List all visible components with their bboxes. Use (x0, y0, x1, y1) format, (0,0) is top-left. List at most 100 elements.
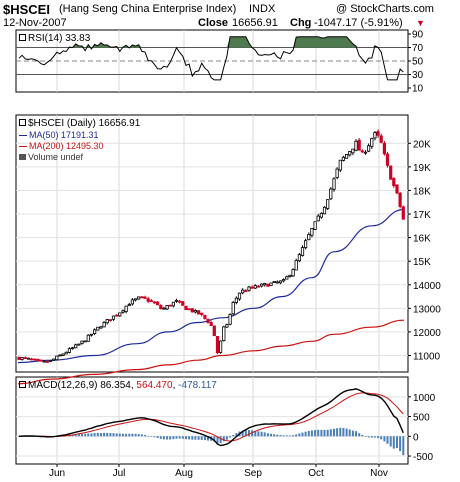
macd-histogram-bar (178, 436, 181, 439)
close-label: Close (198, 17, 228, 29)
candle-body (190, 308, 194, 313)
candle-body (278, 280, 283, 284)
candle-body (159, 304, 163, 309)
macd-histogram-bar (84, 433, 87, 437)
candle-body (310, 227, 314, 236)
macd-histogram-bar (122, 433, 124, 437)
candle-body (146, 298, 150, 302)
candle-body (288, 274, 292, 277)
candle-body (285, 276, 289, 280)
macd-histogram-bar (181, 436, 184, 439)
macd-value: 86.354 (100, 380, 131, 391)
chart-date: 12-Nov-2007 (3, 17, 67, 29)
macd-histogram-bar (159, 436, 162, 439)
price-tick-label: 17K (413, 210, 431, 221)
macd-histogram-bar (270, 433, 272, 437)
candle-body (162, 307, 166, 310)
candle-body (118, 312, 122, 317)
candle-body (121, 310, 125, 313)
candle-body (370, 137, 374, 147)
macd-histogram-bar (301, 432, 304, 437)
candle-body (259, 283, 264, 287)
price-tick-label: 15K (413, 257, 431, 268)
candle-body (105, 319, 109, 324)
macd-histogram-bar (396, 436, 398, 449)
macd-histogram-bar (103, 432, 106, 437)
candle-body (244, 290, 248, 293)
rsi-tick-label: 90 (412, 30, 424, 41)
candle-body (382, 142, 387, 155)
candle-body (127, 304, 131, 307)
symbol: $HSCEI (3, 2, 50, 17)
macd-histogram-bar (81, 433, 83, 437)
macd-marker-icon (19, 381, 26, 388)
candle-body (385, 153, 390, 166)
macd-histogram-bar (273, 434, 276, 437)
macd-histogram-bar (219, 436, 222, 444)
candle-body (354, 140, 358, 151)
candle-body (389, 165, 393, 180)
candle-body (143, 296, 147, 299)
candle-body (96, 326, 100, 331)
candle-body (395, 184, 399, 194)
macd-histogram-bar (106, 432, 109, 437)
candle-body (307, 233, 311, 241)
legend-volume-text: Volume undef (28, 152, 84, 162)
macd-histogram-bar (191, 436, 194, 440)
rsi-label-text: RSI(14) 33.83 (28, 33, 91, 44)
legend-price-text: $HSCEI (Daily) 16656.91 (28, 118, 141, 129)
candle-body (33, 358, 37, 361)
macd-histogram-bar (175, 436, 178, 439)
rsi-tick-label: 50 (412, 57, 424, 68)
macd-histogram-bar (134, 433, 137, 437)
candle-body (111, 315, 116, 320)
candle-body (294, 260, 298, 271)
macd-tick-label: -500 (413, 452, 433, 463)
candle-body (237, 292, 242, 300)
rsi-tick-label: 70 (412, 43, 424, 54)
macd-tick-label: 0 (413, 432, 419, 443)
candle-body (373, 132, 377, 139)
candle-body (303, 240, 308, 249)
candle-body (209, 322, 213, 326)
macd-histogram-bar (222, 436, 225, 442)
candle-body (231, 301, 235, 315)
candle-body (316, 215, 320, 222)
macd-histogram-bar (115, 433, 118, 437)
macd-histogram-bar (383, 436, 386, 442)
macd-prefix: MACD(12,26,9) (28, 380, 98, 391)
candle-body (250, 286, 254, 289)
macd-histogram-bar (153, 436, 156, 438)
macd-histogram-bar (166, 436, 169, 440)
macd-histogram-bar (244, 430, 247, 437)
candle-body (363, 151, 368, 154)
macd-histogram-bar (310, 430, 313, 437)
candle-body (130, 299, 134, 305)
macd-histogram-bar (373, 436, 376, 438)
exchange: INDX (249, 3, 276, 15)
macd-histogram-bar (235, 433, 238, 437)
macd-histogram-bar (225, 436, 228, 440)
candle-body (234, 297, 238, 303)
candle-body (263, 283, 267, 286)
candle-body (228, 314, 232, 325)
candle-body (341, 156, 346, 161)
candle-body (215, 335, 220, 354)
macd-histogram-bar (314, 430, 317, 437)
candle-body (36, 358, 40, 361)
macd-histogram-bar (333, 428, 335, 437)
candle-body (89, 333, 94, 336)
macd-histogram-bar (276, 434, 279, 437)
macd-line (18, 388, 404, 447)
macd-histogram-bar (251, 430, 254, 437)
close-value: 16656.91 (232, 17, 278, 29)
candle-body (77, 343, 81, 346)
macd-histogram-bar (87, 433, 90, 437)
macd-histogram-bar (339, 427, 342, 437)
candle-body (152, 301, 157, 304)
candle-body (241, 289, 245, 294)
macd-histogram-bar (307, 431, 310, 437)
rsi-tick-label: 30 (412, 70, 424, 81)
